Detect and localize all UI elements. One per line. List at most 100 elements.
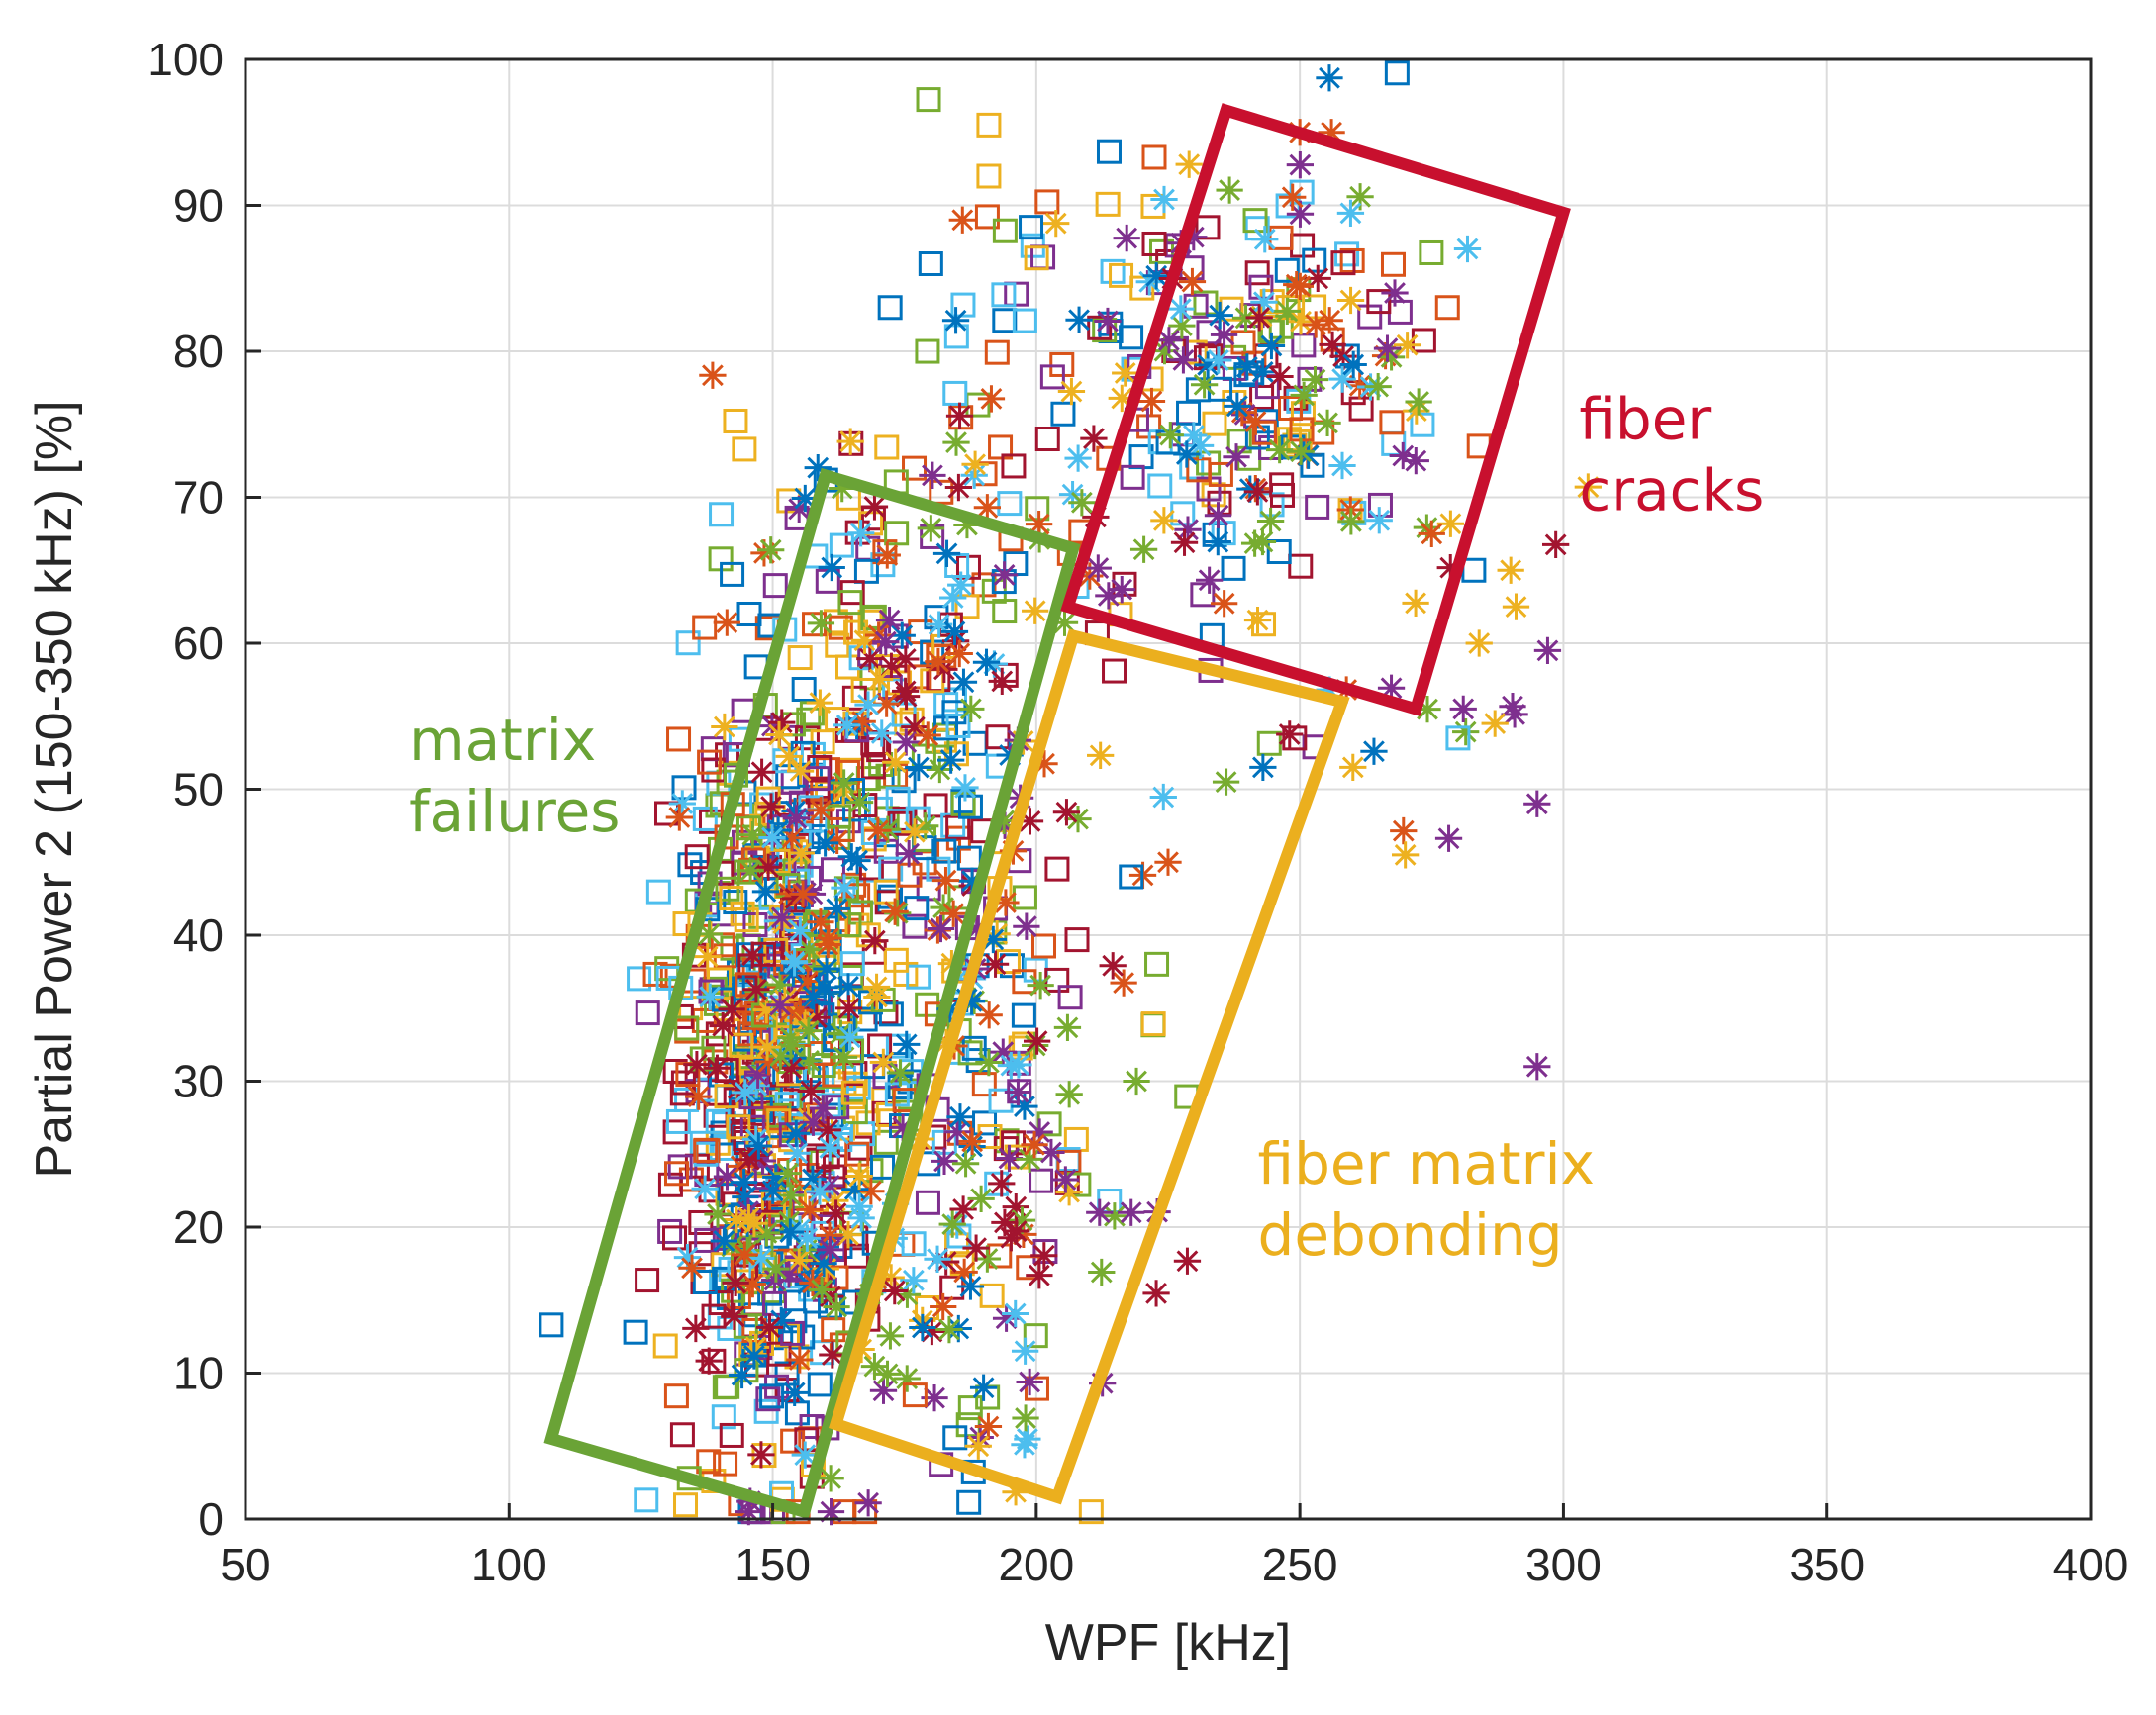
square-marker <box>1186 457 1212 483</box>
fiber-matrix-debonding-box <box>829 628 1350 1505</box>
asterisk-marker <box>1251 226 1279 253</box>
asterisk-marker <box>766 971 794 999</box>
asterisk-marker <box>1328 451 1356 480</box>
square-marker <box>1012 308 1037 333</box>
asterisk-marker <box>837 843 865 871</box>
asterisk-marker <box>722 1269 749 1296</box>
square-marker <box>1266 539 1292 565</box>
asterisk-marker <box>1002 1192 1029 1221</box>
asterisk-marker <box>864 816 892 844</box>
asterisk-marker <box>695 920 724 948</box>
asterisk-marker <box>872 627 900 656</box>
asterisk-marker <box>1542 530 1570 558</box>
square-marker <box>915 1190 940 1215</box>
square-marker <box>1050 401 1076 427</box>
asterisk-marker <box>1180 422 1208 449</box>
asterisk-marker <box>1364 373 1392 401</box>
square-marker <box>697 749 723 775</box>
asterisk-marker <box>1248 527 1277 556</box>
square-marker <box>950 791 976 816</box>
asterisk-marker <box>735 1146 763 1174</box>
square-marker <box>663 1383 689 1409</box>
asterisk-marker <box>718 1232 746 1261</box>
asterisk-marker <box>1030 1242 1058 1270</box>
fiber-matrix-debonding-label: fiber matrix <box>1258 1130 1595 1197</box>
asterisk-marker <box>789 880 817 908</box>
asterisk-marker <box>1142 1280 1170 1307</box>
square-marker <box>766 1341 792 1367</box>
square-marker <box>719 886 744 911</box>
x-tick-label: 400 <box>2053 1539 2129 1590</box>
square-marker <box>712 1375 737 1400</box>
asterisk-marker <box>957 695 985 722</box>
asterisk-marker <box>1022 597 1049 624</box>
square-marker <box>772 748 798 774</box>
square-marker <box>1195 215 1221 240</box>
asterisk-marker <box>742 1125 770 1153</box>
square-marker <box>1001 453 1027 479</box>
asterisk-marker <box>938 1210 966 1238</box>
asterisk-marker <box>1016 1145 1043 1174</box>
x-axis-title: WPF [kHz] <box>1045 1614 1291 1671</box>
square-marker <box>669 1422 695 1448</box>
asterisk-marker <box>975 1048 1003 1077</box>
square-marker <box>675 630 701 656</box>
square-marker <box>974 204 1000 230</box>
asterisk-marker <box>865 665 894 694</box>
square-marker <box>1190 582 1216 608</box>
square-marker <box>634 1487 659 1513</box>
square-marker <box>750 1002 776 1028</box>
y-tick-label: 30 <box>173 1056 224 1107</box>
asterisk-marker <box>803 1003 831 1031</box>
y-tick-label: 80 <box>173 326 224 377</box>
square-marker <box>918 251 943 276</box>
asterisk-marker <box>949 1195 977 1223</box>
asterisk-marker <box>830 1043 858 1072</box>
asterisk-marker <box>1011 1093 1038 1120</box>
asterisk-marker <box>926 755 953 784</box>
asterisk-marker <box>979 925 1007 954</box>
asterisk-marker <box>1169 346 1198 374</box>
asterisk-marker <box>762 1163 790 1191</box>
square-marker <box>976 112 1002 138</box>
square-marker <box>820 857 845 883</box>
square-marker <box>693 1137 719 1163</box>
square-marker <box>652 1333 678 1359</box>
asterisk-marker <box>1295 441 1323 469</box>
square-marker <box>762 573 788 599</box>
asterisk-marker <box>1002 1478 1029 1506</box>
asterisk-marker <box>1068 489 1096 517</box>
asterisk-marker <box>781 1379 809 1407</box>
asterisk-marker <box>935 1315 963 1344</box>
asterisk-marker <box>1339 753 1367 782</box>
asterisk-marker <box>778 824 806 852</box>
asterisk-marker <box>711 713 738 741</box>
asterisk-marker <box>796 1195 824 1223</box>
asterisk-marker <box>1392 841 1420 869</box>
asterisk-marker <box>939 584 967 612</box>
asterisk-marker <box>806 1178 833 1205</box>
asterisk-marker <box>1008 1206 1036 1234</box>
asterisk-marker <box>1080 425 1108 452</box>
asterisk-marker <box>767 1306 795 1335</box>
asterisk-marker <box>937 746 965 774</box>
asterisk-marker <box>1243 478 1272 506</box>
asterisk-marker <box>958 1127 986 1156</box>
asterisk-marker <box>1316 676 1343 704</box>
asterisk-marker <box>812 1255 839 1283</box>
square-marker <box>1334 241 1360 267</box>
square-marker <box>837 590 863 616</box>
asterisk-marker <box>1405 388 1432 416</box>
square-marker <box>945 814 971 840</box>
asterisk-marker <box>951 1150 980 1178</box>
asterisk-marker <box>892 645 920 673</box>
asterisk-marker <box>806 689 834 716</box>
square-marker <box>731 1099 756 1125</box>
square-marker <box>997 491 1023 517</box>
asterisk-marker <box>1377 343 1406 371</box>
asterisk-marker <box>1245 304 1273 332</box>
asterisk-marker <box>1174 516 1202 543</box>
square-marker <box>1244 425 1270 450</box>
asterisk-marker <box>1336 286 1365 315</box>
asterisk-marker <box>709 1011 736 1040</box>
